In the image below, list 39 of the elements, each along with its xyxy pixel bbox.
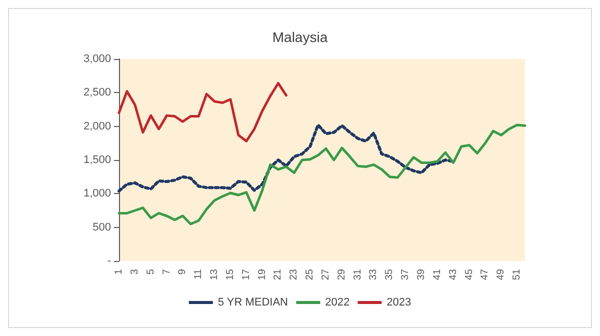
legend-label: 2023 [386, 296, 412, 308]
x-tick-label: 15 [224, 268, 236, 280]
y-tick-label: 1,000 [83, 188, 111, 200]
chart-title: Malaysia [272, 29, 328, 45]
x-tick-label: 5 [145, 268, 156, 275]
x-tick-label: 21 [272, 268, 284, 280]
x-tick-label: 29 [336, 268, 348, 280]
x-tick-label: 37 [400, 268, 412, 280]
y-tick-label: 1,500 [83, 154, 111, 166]
x-tick-label: 19 [256, 268, 268, 280]
line-series [118, 124, 526, 226]
x-tick-label: 23 [288, 268, 300, 280]
y-tick-label: 3,000 [83, 53, 111, 65]
x-tick-label: 43 [448, 268, 459, 280]
legend-label: 5 YR MEDIAN [218, 296, 288, 308]
x-tick-label: 45 [464, 268, 475, 280]
x-tick-label: 17 [240, 268, 252, 280]
x-tick-label: 41 [432, 268, 443, 280]
y-tick-label: - [107, 255, 112, 267]
x-tick-label: 33 [368, 268, 380, 280]
x-tick-label: 9 [177, 268, 188, 275]
x-tick-label: 39 [416, 268, 428, 280]
x-tick-label: 3 [129, 268, 140, 275]
x-tick-label: 51 [512, 268, 523, 280]
x-tick-label: 49 [496, 268, 507, 280]
legend-label: 2022 [325, 296, 350, 308]
y-tick-label: 2,000 [83, 120, 111, 132]
line-series [118, 82, 288, 142]
x-tick-label: 7 [161, 268, 172, 275]
x-tick-label: 31 [352, 268, 364, 280]
x-tick-label: 35 [384, 268, 396, 280]
x-tick-label: 25 [304, 268, 316, 280]
x-tick-label: 27 [320, 268, 332, 280]
y-tick-label: 2,500 [83, 86, 111, 99]
x-tick-label: 11 [193, 268, 204, 280]
x-tick-label: 47 [480, 268, 491, 280]
x-tick-label: 13 [209, 268, 220, 280]
y-tick-label: 500 [92, 221, 111, 234]
x-tick-label: 1 [114, 268, 124, 275]
